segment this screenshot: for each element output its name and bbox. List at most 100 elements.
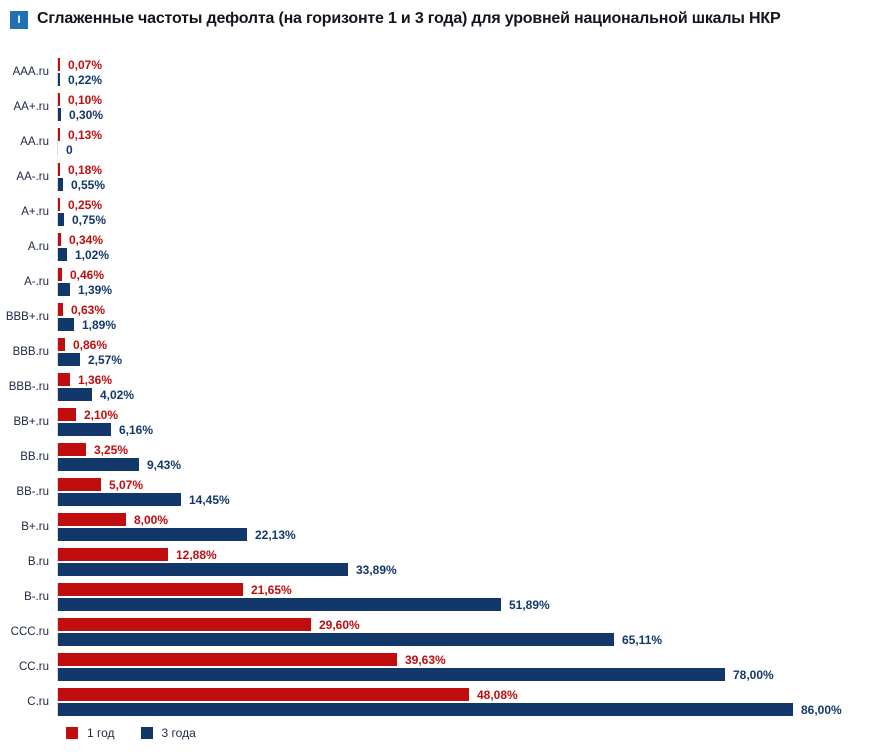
bar-1-year	[58, 373, 70, 386]
value-label: 78,00%	[733, 667, 774, 682]
chart-row: AAA.ru 0,07% 0,22%	[0, 57, 890, 87]
bar-3-years	[58, 668, 725, 681]
value-label: 1,89%	[82, 317, 117, 332]
chart-row: A+.ru 0,25% 0,75%	[0, 197, 890, 227]
category-label: BB-.ru	[16, 486, 49, 498]
category-label: CCC.ru	[10, 626, 49, 638]
value-label: 0,18%	[68, 162, 103, 177]
bar-1-year	[58, 408, 76, 421]
bar-3-years	[58, 73, 60, 86]
chart-row: A-.ru 0,46% 1,39%	[0, 267, 890, 297]
chart-row: B-.ru 21,65% 51,89%	[0, 582, 890, 612]
value-label: 0,07%	[68, 57, 103, 72]
figure-header: I Сглаженные частоты дефолта (на горизон…	[0, 0, 890, 29]
chart-row: BBB-.ru 1,36% 4,02%	[0, 373, 890, 402]
bar-group: 1,36% 4,02%	[57, 373, 890, 402]
chart-row: BB+.ru 2,10% 6,16%	[0, 407, 890, 437]
category-label: B+.ru	[21, 521, 49, 533]
value-label: 0,22%	[68, 72, 103, 87]
bar-group: 3,25% 9,43%	[57, 442, 890, 472]
chart-title: Сглаженные частоты дефолта (на горизонте…	[37, 10, 781, 27]
bar-line-3-years: 0,55%	[58, 178, 890, 192]
value-label: 22,13%	[255, 527, 296, 542]
category-label: AA.ru	[20, 136, 49, 148]
bar-line-3-years: 1,39%	[58, 282, 890, 297]
chart-row: BB-.ru 5,07% 14,45%	[0, 477, 890, 507]
legend-label: 1 год	[87, 726, 115, 740]
bar-1-year	[58, 338, 65, 351]
value-label: 9,43%	[147, 457, 182, 472]
bar-1-year	[58, 93, 60, 106]
value-label: 0,25%	[68, 197, 103, 212]
bar-line-1-year: 0,46%	[58, 267, 890, 282]
value-label: 33,89%	[356, 562, 397, 577]
value-label: 3,25%	[94, 442, 129, 457]
legend-swatch	[66, 727, 78, 739]
bar-3-years	[58, 318, 74, 331]
bar-line-1-year: 12,88%	[58, 547, 890, 562]
chart-row: AA-.ru 0,18% 0,55%	[0, 162, 890, 192]
value-label: 2,10%	[84, 407, 119, 422]
bar-3-years	[58, 598, 501, 611]
bar-line-1-year: 1,36%	[58, 373, 890, 387]
bar-line-1-year: 29,60%	[58, 617, 890, 632]
value-label: 0,75%	[72, 212, 107, 227]
category-label: BBB-.ru	[8, 381, 49, 393]
bar-line-1-year: 21,65%	[58, 582, 890, 597]
value-label: 5,07%	[109, 477, 144, 492]
value-label: 29,60%	[319, 617, 360, 632]
value-label: 12,88%	[176, 547, 217, 562]
bar-3-years	[58, 703, 793, 716]
value-label: 1,39%	[78, 282, 113, 297]
value-label: 0,34%	[69, 232, 104, 247]
bar-line-3-years: 0,75%	[58, 212, 890, 227]
chart-row: C.ru 48,08% 86,00%	[0, 688, 890, 717]
value-label: 0,46%	[70, 267, 105, 282]
bar-line-1-year: 0,86%	[58, 337, 890, 352]
bar-1-year	[58, 268, 62, 281]
bar-line-1-year: 0,25%	[58, 197, 890, 212]
chart-rows: AAA.ru 0,07% 0,22% AA+.ru 0,10% 0,30% AA.ru 0,1…	[0, 57, 890, 717]
bar-group: 0,34% 1,02%	[57, 232, 890, 262]
bar-line-3-years: 1,89%	[58, 317, 890, 332]
bar-1-year	[58, 128, 60, 141]
bar-line-1-year: 0,10%	[58, 93, 890, 107]
bar-line-3-years: 2,57%	[58, 353, 890, 367]
bar-line-3-years: 0,30%	[58, 107, 890, 122]
value-label: 1,02%	[75, 247, 110, 262]
value-label: 4,02%	[100, 387, 135, 402]
bar-3-years	[58, 423, 111, 436]
chart-row: CCC.ru 29,60% 65,11%	[0, 617, 890, 647]
bar-3-years	[58, 563, 348, 576]
bar-group: 0,25% 0,75%	[57, 197, 890, 227]
bar-3-years	[58, 633, 614, 646]
category-label: A-.ru	[24, 276, 49, 288]
value-label: 0,30%	[69, 107, 104, 122]
value-label: 21,65%	[251, 582, 292, 597]
bar-line-1-year: 39,63%	[58, 653, 890, 667]
bar-group: 5,07% 14,45%	[57, 477, 890, 507]
value-label: 0,13%	[68, 127, 103, 142]
category-label: BB+.ru	[13, 416, 49, 428]
bar-line-3-years: 33,89%	[58, 562, 890, 577]
bar-line-1-year: 5,07%	[58, 477, 890, 492]
category-label: AAA.ru	[12, 66, 49, 78]
bar-1-year	[58, 233, 61, 246]
bar-line-3-years: 0,22%	[58, 72, 890, 87]
bar-group: 0,18% 0,55%	[57, 162, 890, 192]
chart-row: BBB.ru 0,86% 2,57%	[0, 337, 890, 367]
bar-line-1-year: 0,34%	[58, 232, 890, 247]
bar-line-1-year: 0,63%	[58, 303, 890, 317]
bar-1-year	[58, 548, 168, 561]
value-label: 86,00%	[801, 702, 842, 717]
category-label: BBB+.ru	[5, 311, 49, 323]
chart-row: BB.ru 3,25% 9,43%	[0, 442, 890, 472]
bar-line-3-years: 78,00%	[58, 667, 890, 682]
bar-1-year	[58, 163, 60, 176]
bar-3-years	[58, 108, 61, 121]
category-label: BB.ru	[20, 451, 49, 463]
value-label: 0,86%	[73, 337, 108, 352]
bar-line-3-years: 65,11%	[58, 633, 890, 647]
bar-1-year	[58, 583, 243, 596]
bar-group: 12,88% 33,89%	[57, 547, 890, 577]
